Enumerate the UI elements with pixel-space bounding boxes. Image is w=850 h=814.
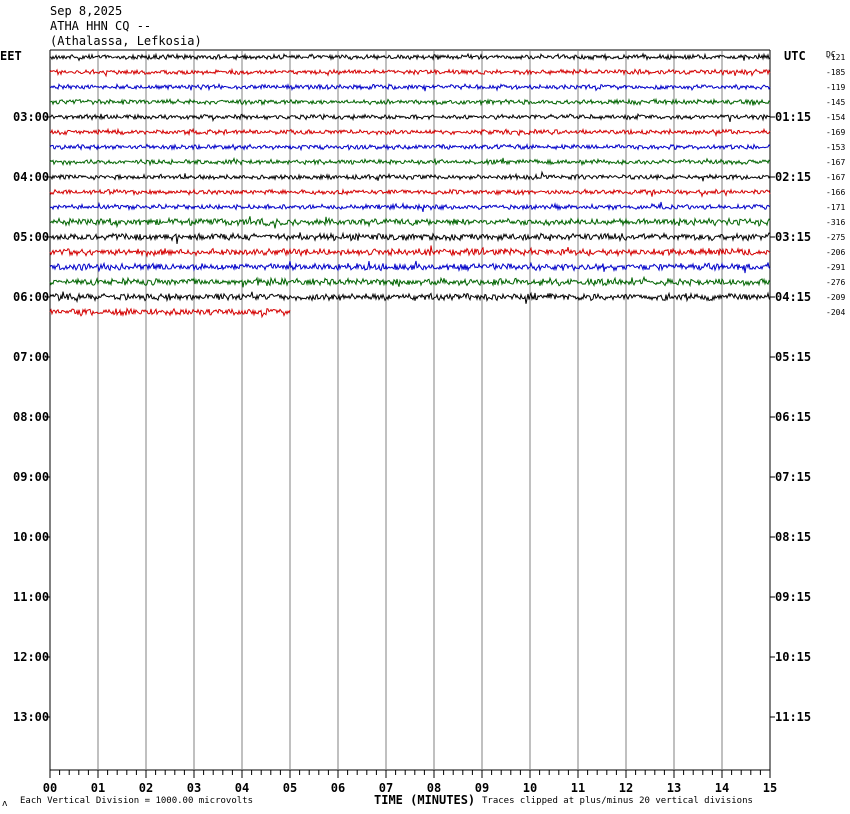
seismic-trace — [49, 112, 771, 123]
dc-offset-label: -204 — [826, 308, 846, 317]
dc-offset-label: -276 — [826, 278, 846, 287]
timezone-left-label: EET — [0, 49, 22, 63]
left-hour-label: 03:00 — [13, 110, 50, 124]
x-tick-label: 13 — [666, 781, 682, 795]
left-hour-label: 08:00 — [13, 410, 50, 424]
dc-offset-label: -167 — [826, 158, 846, 167]
right-hour-label: 01:15 — [775, 110, 812, 124]
right-hour-label: 06:15 — [775, 410, 812, 424]
left-hour-label: 04:00 — [13, 170, 50, 184]
left-hour-label: 05:00 — [13, 230, 50, 244]
seismic-trace — [49, 201, 771, 213]
x-tick-label: 10 — [522, 781, 538, 795]
left-hour-label: 11:00 — [13, 590, 50, 604]
left-hour-label: 12:00 — [13, 650, 50, 664]
right-hour-label: 10:15 — [775, 650, 812, 664]
header-location: (Athalassa, Lefkosia) — [50, 34, 202, 48]
clipping-note: Traces clipped at plus/minus 20 vertical… — [482, 796, 753, 806]
x-tick-label: 05 — [282, 781, 298, 795]
left-hour-label: 09:00 — [13, 470, 50, 484]
x-tick-label: 09 — [474, 781, 490, 795]
x-tick-label: 14 — [714, 781, 730, 795]
x-tick-label: 01 — [90, 781, 106, 795]
left-hour-label: 13:00 — [13, 710, 50, 724]
right-hour-label: 08:15 — [775, 530, 812, 544]
dc-offset-label: -154 — [826, 113, 846, 122]
seismic-trace — [49, 127, 771, 138]
x-tick-label: 04 — [234, 781, 250, 795]
seismic-trace — [49, 231, 771, 244]
x-tick-label: 03 — [186, 781, 202, 795]
seismic-trace — [49, 216, 771, 229]
dc-offset-label: -121 — [826, 53, 846, 62]
seismic-trace — [49, 143, 771, 152]
right-hour-label: 03:15 — [775, 230, 812, 244]
dc-offset-label: -166 — [826, 188, 846, 197]
seismic-trace — [49, 275, 771, 288]
dc-offset-label: -275 — [826, 233, 846, 242]
seismic-trace — [49, 67, 771, 78]
right-hour-label: 04:15 — [775, 290, 812, 304]
header-date: Sep 8,2025 — [50, 4, 123, 18]
dc-offset-label: -167 — [826, 173, 846, 182]
seismic-trace — [49, 82, 771, 92]
seismic-trace — [49, 170, 771, 182]
left-hour-label: 07:00 — [13, 350, 50, 364]
x-tick-label: 00 — [42, 781, 58, 795]
x-tick-label: 07 — [378, 781, 394, 795]
left-hour-label: 10:00 — [13, 530, 50, 544]
seismic-trace — [49, 157, 771, 167]
seismic-trace — [49, 245, 771, 258]
x-tick-label: 12 — [618, 781, 634, 795]
x-tick-label: 02 — [138, 781, 154, 795]
x-tick-label: 08 — [426, 781, 442, 795]
left-hour-label: 06:00 — [13, 290, 50, 304]
dc-offset-label: -145 — [826, 98, 846, 107]
vertical-division-note: Each Vertical Division = 1000.00 microvo… — [20, 796, 253, 806]
timezone-right-label: UTC — [784, 49, 806, 63]
x-tick-label: 15 — [762, 781, 778, 795]
x-tick-label: 11 — [570, 781, 586, 795]
seismic-trace — [49, 188, 771, 198]
dc-offset-label: -169 — [826, 128, 846, 137]
seismic-trace — [49, 291, 771, 304]
right-hour-label: 11:15 — [775, 710, 812, 724]
corner-mark: ʌ — [2, 799, 8, 809]
dc-offset-label: -316 — [826, 218, 846, 227]
right-hour-label: 05:15 — [775, 350, 812, 364]
header-station: ATHA HHN CQ -- — [50, 19, 152, 33]
seismic-trace — [49, 97, 771, 107]
dc-offset-label: -153 — [826, 143, 846, 152]
dc-offset-label: -209 — [826, 293, 846, 302]
dc-column-header: DC — [826, 50, 836, 59]
seismic-trace — [49, 260, 771, 274]
x-axis-title: TIME (MINUTES) — [374, 793, 476, 807]
right-hour-label: 09:15 — [775, 590, 812, 604]
right-hour-label: 07:15 — [775, 470, 812, 484]
seismic-trace — [49, 52, 771, 62]
dc-offset-label: -291 — [826, 263, 846, 272]
right-hour-label: 02:15 — [775, 170, 812, 184]
x-tick-label: 06 — [330, 781, 346, 795]
dc-offset-label: -171 — [826, 203, 846, 212]
dc-offset-label: -206 — [826, 248, 846, 257]
dc-offset-label: -185 — [826, 68, 846, 77]
dc-offset-label: -119 — [826, 83, 846, 92]
seismic-trace — [49, 307, 291, 319]
